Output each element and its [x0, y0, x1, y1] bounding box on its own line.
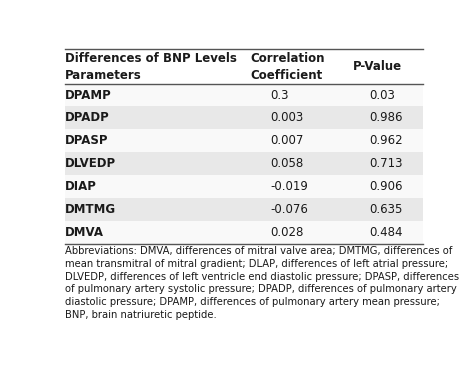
Text: 0.058: 0.058 — [271, 157, 304, 170]
Text: P-Value: P-Value — [353, 60, 402, 73]
Text: -0.019: -0.019 — [271, 180, 309, 193]
Bar — [65, 152, 423, 175]
Bar — [65, 129, 423, 152]
Text: DPASP: DPASP — [65, 134, 108, 147]
Text: 0.028: 0.028 — [271, 226, 304, 239]
Bar — [65, 221, 423, 244]
Text: 0.962: 0.962 — [370, 134, 403, 147]
Text: DLVEDP: DLVEDP — [65, 157, 116, 170]
Bar — [65, 50, 423, 83]
Bar — [65, 83, 423, 106]
Text: 0.484: 0.484 — [370, 226, 403, 239]
Text: DMTMG: DMTMG — [65, 203, 116, 216]
Bar — [65, 198, 423, 221]
Text: 0.007: 0.007 — [271, 134, 304, 147]
Text: 0.003: 0.003 — [271, 111, 304, 124]
Text: 0.03: 0.03 — [370, 89, 395, 102]
Bar — [65, 175, 423, 198]
Text: DPADP: DPADP — [65, 111, 109, 124]
Text: 0.906: 0.906 — [370, 180, 403, 193]
Text: 0.713: 0.713 — [370, 157, 403, 170]
Bar — [65, 106, 423, 129]
Text: 0.3: 0.3 — [271, 89, 289, 102]
Text: Correlation
Coefficient: Correlation Coefficient — [250, 52, 325, 82]
Text: 0.635: 0.635 — [370, 203, 403, 216]
Text: Differences of BNP Levels
Parameters: Differences of BNP Levels Parameters — [65, 52, 237, 82]
Text: DPAMP: DPAMP — [65, 89, 111, 102]
Text: -0.076: -0.076 — [271, 203, 309, 216]
Text: Abbreviations: DMVA, differences of mitral valve area; DMTMG, differences of
mea: Abbreviations: DMVA, differences of mitr… — [65, 246, 459, 320]
Text: DMVA: DMVA — [65, 226, 104, 239]
Text: 0.986: 0.986 — [370, 111, 403, 124]
Text: DIAP: DIAP — [65, 180, 97, 193]
